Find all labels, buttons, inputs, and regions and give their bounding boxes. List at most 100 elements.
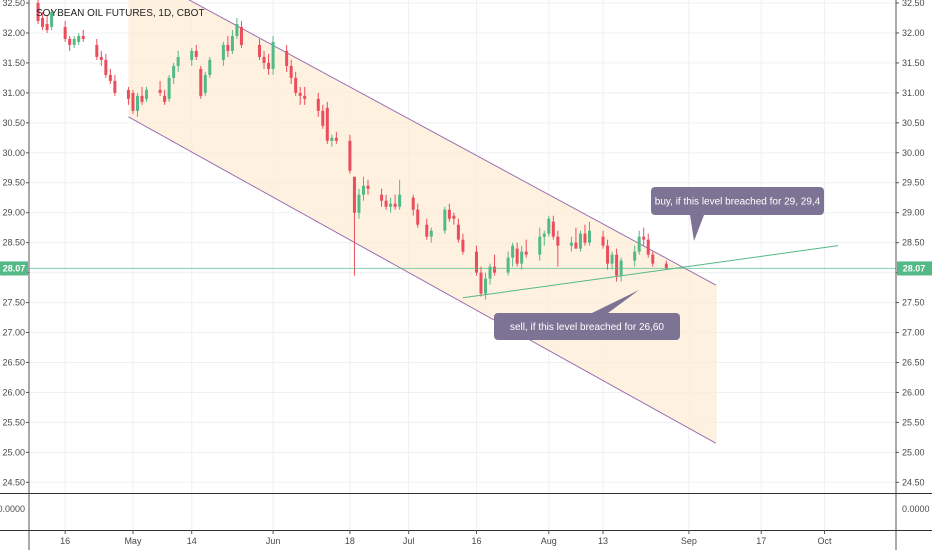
candle-down [524, 239, 528, 258]
candle-body [145, 89, 149, 99]
candle-down [380, 188, 384, 207]
channel-layer [128, 0, 717, 444]
candle-down [515, 242, 519, 267]
candle-body [484, 278, 488, 294]
candle-body [474, 251, 478, 273]
candle-down [258, 38, 262, 60]
x-tick-label: 17 [756, 536, 766, 546]
candle-body [303, 95, 307, 99]
y-tick-label-right: 25.00 [902, 447, 925, 457]
y-tick-label-right: 25.50 [902, 417, 925, 427]
candle-body [416, 209, 420, 225]
candle-down [583, 224, 587, 246]
candle-up [520, 245, 524, 270]
candle-up [610, 251, 614, 270]
channel-upper-line [188, 0, 717, 286]
candle-body [348, 140, 352, 171]
candle-body [131, 92, 135, 111]
candles-layer [36, 0, 668, 300]
candle-up [389, 197, 393, 213]
x-tick-label: Oct [818, 536, 833, 546]
candle-body [99, 56, 103, 60]
candle-down [226, 35, 230, 57]
candle-body [456, 224, 460, 240]
candle-body [389, 203, 393, 207]
candle-down [45, 14, 49, 33]
annotation-sell-pointer [592, 290, 639, 313]
x-tick-label: 18 [345, 536, 355, 546]
y-tick-label-left: 26.00 [2, 387, 25, 397]
y-tick-label-left: 26.50 [2, 357, 25, 367]
y-tick-label-right: 28.50 [902, 238, 925, 248]
candle-down [352, 176, 356, 276]
candle-body [357, 194, 361, 213]
y-tick-label-right: 27.50 [902, 298, 925, 308]
candle-down [194, 44, 198, 60]
candle-up [145, 86, 149, 102]
candle-body [41, 17, 45, 27]
candle-down [601, 230, 605, 249]
candle-body [239, 26, 243, 45]
candle-body [45, 23, 49, 30]
y-tick-label-right: 29.50 [902, 178, 925, 188]
candle-body [50, 11, 54, 27]
candle-up [221, 41, 225, 66]
candle-up [230, 29, 234, 54]
candle-body [493, 266, 497, 273]
candle-up [429, 227, 433, 243]
price-tag-right-label: 28.07 [903, 263, 926, 273]
candle-body [190, 50, 194, 60]
candle-body [267, 62, 271, 69]
candle-body [226, 44, 230, 51]
candle-body [68, 38, 72, 45]
y-tick-label-left: 31.50 [2, 58, 25, 68]
candle-down [267, 53, 271, 75]
candle-body [289, 65, 293, 78]
candle-down [411, 194, 415, 216]
candle-body [556, 236, 560, 246]
candle-down [425, 218, 429, 240]
candle-body [538, 236, 542, 255]
candle-down [348, 134, 352, 174]
y-tick-label-left: 32.00 [2, 28, 25, 38]
candle-down [289, 59, 293, 84]
candle-up [538, 227, 542, 261]
lines-layer [29, 245, 896, 299]
candle-body [203, 74, 207, 93]
candle-up [488, 263, 492, 285]
candle-up [190, 47, 194, 66]
candle-down [416, 203, 420, 228]
y-tick-label-right: 31.00 [902, 88, 925, 98]
candle-body [542, 233, 546, 237]
candle-down [63, 20, 67, 42]
candle-body [172, 65, 176, 78]
y-tick-label-left: 31.00 [2, 88, 25, 98]
candle-down [126, 86, 130, 105]
candle-body [334, 137, 338, 141]
candle-body [551, 221, 555, 237]
candle-body [113, 80, 117, 93]
x-tick-label: 13 [598, 536, 608, 546]
y-tick-label-right: 32.00 [902, 28, 925, 38]
annotation-buy-text: buy, if this level breached for 29, 29,4 [655, 197, 821, 208]
candle-down [452, 212, 456, 225]
price-tag-left-label: 28.07 [3, 263, 26, 273]
candle-up [637, 230, 641, 255]
candle-up [235, 17, 239, 39]
y-tick-label-left: 30.50 [2, 118, 25, 128]
candle-body [574, 242, 578, 249]
candle-body [429, 230, 433, 237]
candle-body [325, 107, 329, 141]
candle-up [208, 56, 212, 78]
candle-body [651, 254, 655, 264]
y-tick-label-right: 29.00 [902, 208, 925, 218]
candle-body [411, 197, 415, 210]
candle-down [646, 233, 650, 258]
candle-down [41, 11, 45, 30]
candle-down [456, 218, 460, 243]
candle-up [633, 245, 637, 267]
candle-body [524, 251, 528, 255]
candle-up [135, 92, 139, 117]
channel-lower-line [128, 116, 717, 444]
